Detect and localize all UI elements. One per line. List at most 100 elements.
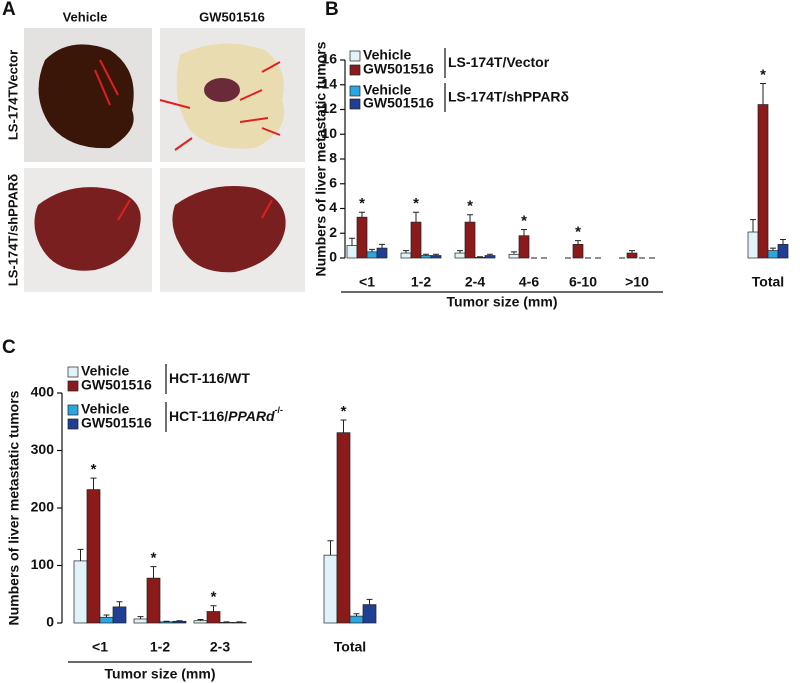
error-bar (236, 621, 243, 623)
significance-mark: * (413, 195, 419, 212)
legend-group-italic: PPARd (228, 408, 275, 424)
error-bar (770, 247, 776, 251)
bar (518, 235, 530, 259)
row-label: LS-174T/shPPARδ (5, 174, 20, 287)
error-bar (197, 619, 204, 621)
bar (410, 221, 422, 259)
y-tick-label: 8 (329, 150, 337, 166)
error-bar (477, 256, 483, 258)
x-tick-label: 2-4 (465, 274, 485, 290)
bar (777, 244, 789, 259)
bar (112, 606, 127, 624)
error-bar (150, 566, 157, 579)
legend-group-text: HCT-116/ (169, 408, 228, 424)
y-tick-label: 10 (321, 125, 337, 141)
x-tick-label: 1-2 (150, 639, 170, 655)
bar (146, 577, 161, 624)
legend-label: GW501516 (81, 377, 152, 393)
legend-label: GW501516 (81, 415, 152, 431)
error-bar (403, 250, 409, 254)
y-axis-label: Numbers of liver metastatic tumors (6, 390, 22, 625)
bar (346, 245, 358, 259)
bar (400, 252, 412, 259)
error-bar (780, 238, 786, 245)
error-bar (353, 613, 360, 617)
x-axis-label: Tumor size (mm) (105, 666, 216, 682)
x-tick-label: 1-2 (411, 274, 431, 290)
bar (232, 622, 247, 624)
bar (133, 618, 148, 624)
significance-mark: * (467, 198, 473, 215)
bar (336, 432, 351, 624)
panel-label: A (2, 0, 16, 20)
legend-swatch (349, 50, 361, 62)
bar (86, 489, 101, 624)
bar (484, 255, 496, 259)
error-bar (90, 477, 97, 490)
error-bar (760, 83, 766, 105)
significance-mark: * (341, 403, 347, 420)
significance-mark: * (359, 195, 365, 212)
error-bar (176, 620, 183, 622)
error-bar (433, 253, 439, 256)
error-bar (349, 237, 355, 246)
bar (349, 615, 364, 624)
y-tick-label: 16 (321, 51, 337, 67)
error-bar (369, 248, 375, 252)
bar (430, 255, 442, 259)
error-bar (413, 211, 419, 223)
x-tick-label: 4-6 (519, 274, 539, 290)
significance-mark: * (211, 589, 217, 606)
bar (219, 622, 234, 624)
error-bar (116, 601, 123, 607)
error-bar (103, 614, 110, 618)
y-tick-label: 200 (31, 499, 55, 515)
legend-group-text: HCT-116/WT (169, 370, 250, 386)
bar (767, 250, 779, 259)
error-bar (359, 211, 365, 218)
row-label: LS-174TVector (5, 50, 20, 140)
bar (193, 620, 208, 624)
x-tick-label: <1 (359, 274, 375, 290)
error-bar (575, 240, 581, 245)
legend-group: LS-174T/Vector (448, 54, 550, 70)
legend-group: LS-174T/shPPARδ (448, 88, 569, 104)
y-tick-label: 6 (329, 174, 337, 190)
liver (34, 187, 141, 271)
bar (464, 221, 476, 259)
legend-label: Vehicle (363, 82, 411, 98)
y-tick-label: 400 (31, 384, 55, 400)
y-tick-label: 0 (46, 614, 54, 630)
column-label: Vehicle (63, 9, 108, 24)
significance-mark: * (575, 224, 581, 241)
legend-label: Vehicle (81, 363, 129, 379)
spot (204, 78, 240, 102)
bar (366, 251, 378, 259)
bar (376, 247, 388, 259)
x-axis-label: Tumor size (mm) (447, 294, 558, 310)
error-bar (210, 605, 217, 612)
y-tick-label: 12 (321, 100, 337, 116)
significance-mark: * (760, 66, 766, 83)
bar (99, 616, 114, 624)
significance-mark: * (521, 213, 527, 230)
legend-swatch (349, 85, 361, 97)
panel-label: C (2, 337, 16, 358)
bar (572, 244, 584, 259)
legend-swatch (67, 404, 79, 416)
x-tick-label: <1 (92, 639, 108, 655)
legend-swatch (67, 366, 79, 378)
legend-group-sup: -/- (275, 405, 284, 415)
error-bar (487, 253, 493, 256)
y-tick-label: 300 (31, 441, 55, 457)
bar (172, 620, 187, 624)
x-tick-label: >10 (625, 274, 649, 290)
legend-swatch (67, 418, 79, 430)
y-tick-label: 14 (321, 75, 337, 91)
error-bar (223, 621, 230, 623)
bar (757, 104, 769, 259)
error-bar (379, 243, 385, 249)
bar (362, 604, 377, 624)
error-bar (366, 598, 373, 605)
